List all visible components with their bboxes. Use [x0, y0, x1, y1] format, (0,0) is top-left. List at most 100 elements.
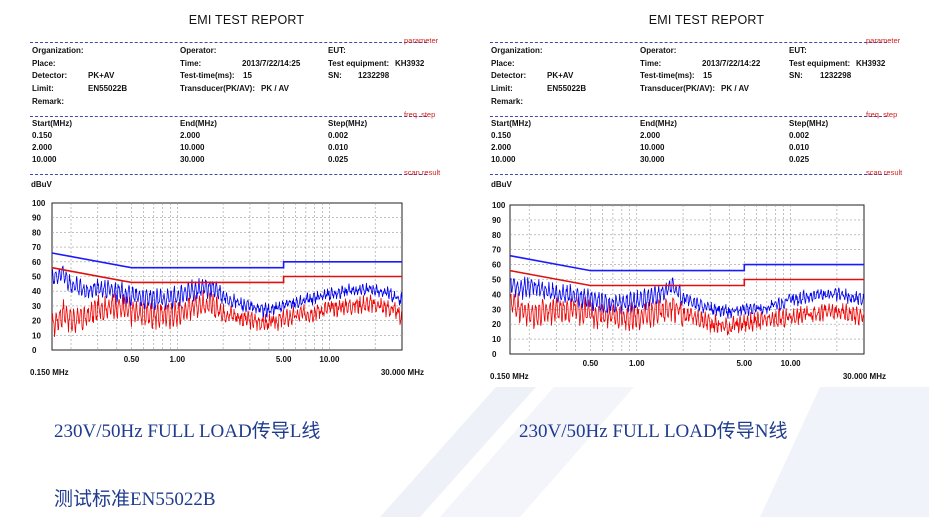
step-cell: 0.025 — [328, 155, 349, 164]
value-test-equipment: KH3932 — [395, 59, 425, 68]
separator — [30, 116, 427, 117]
separator — [490, 116, 887, 117]
label-detector: Detector: — [32, 71, 68, 80]
value-detector: PK+AV — [547, 71, 574, 80]
label-remark: Remark: — [32, 97, 65, 106]
y-tick-label: 20 — [32, 317, 41, 326]
label-operator: Operator: — [640, 46, 677, 55]
label-detector: Detector: — [491, 71, 527, 80]
y-tick-label: 50 — [32, 273, 41, 282]
x-tick-label: 10.00 — [781, 359, 802, 368]
x-tick-label: 1.00 — [170, 355, 186, 364]
step-header-start: Start(MHz) — [32, 119, 72, 128]
label-operator: Operator: — [180, 46, 217, 55]
step-cell: 0.025 — [789, 155, 810, 164]
step-header-start: Start(MHz) — [491, 119, 531, 128]
y-tick-label: 10 — [492, 335, 501, 344]
emi-report-l-line: EMI TEST REPORT parameter Organization: … — [24, 2, 469, 387]
step-cell: 2.000 — [640, 131, 661, 140]
qp-limit-line — [509, 254, 864, 272]
step-cell: 2.000 — [180, 131, 201, 140]
value-limit: EN55022B — [547, 84, 587, 93]
x-start-label: 0.150 MHz — [490, 372, 529, 381]
y-tick-label: 80 — [492, 231, 501, 240]
y-tick-label: 100 — [32, 199, 46, 208]
step-cell: 10.000 — [180, 143, 205, 152]
average-scan-trace — [51, 290, 403, 338]
label-time: Time: — [180, 59, 202, 68]
emi-chart-l-line: dBuV 0 10 20 30 40 50 60 70 80 90 100 0.50 1.00 5.00 10… — [30, 180, 424, 377]
step-cell: 0.002 — [789, 131, 810, 140]
value-sn: 1232298 — [820, 71, 852, 80]
y-tick-label: 80 — [32, 228, 41, 237]
label-organization: Organization: — [32, 46, 84, 55]
tag-freq-step: freq. step — [404, 110, 436, 119]
report-title: EMI TEST REPORT — [648, 13, 765, 27]
value-limit: EN55022B — [88, 84, 128, 93]
label-transducer: Transducer(PK/AV): — [640, 84, 715, 93]
x-tick-label: 5.00 — [736, 359, 752, 368]
value-detector: PK+AV — [88, 71, 115, 80]
step-cell: 30.000 — [640, 155, 665, 164]
label-limit: Limit: — [32, 84, 54, 93]
report-title: EMI TEST REPORT — [188, 13, 305, 27]
av-limit-line — [51, 266, 402, 284]
value-time: 2013/7/22/14:22 — [702, 59, 761, 68]
separator — [30, 42, 427, 43]
y-tick-label: 90 — [32, 214, 41, 223]
step-cell: 0.010 — [789, 143, 810, 152]
value-test-equipment: KH3932 — [856, 59, 886, 68]
value-transducer: PK / AV — [261, 84, 290, 93]
average-scan-trace — [509, 293, 865, 336]
label-test-equipment: Test equipment: — [789, 59, 851, 68]
y-tick-label: 30 — [492, 305, 501, 314]
y-tick-label: 70 — [32, 243, 41, 252]
label-eut: EUT: — [789, 46, 807, 55]
label-eut: EUT: — [328, 46, 346, 55]
caption-n-line: 230V/50Hz FULL LOAD传导N线 — [519, 421, 788, 442]
y-tick-label: 20 — [492, 320, 501, 329]
tag-freq-step: freq. step — [866, 110, 898, 119]
step-cell: 2.000 — [491, 143, 512, 152]
y-axis-label: dBuV — [31, 180, 53, 189]
label-test-time: Test-time(ms): — [180, 71, 235, 80]
step-cell: 0.002 — [328, 131, 349, 140]
tag-scan-result: scan result — [866, 168, 903, 177]
label-organization: Organization: — [491, 46, 543, 55]
separator — [490, 174, 887, 175]
value-time: 2013/7/22/14:25 — [242, 59, 301, 68]
qp-limit-line — [51, 252, 402, 269]
y-tick-label: 0 — [32, 346, 37, 355]
label-sn: SN: — [328, 71, 342, 80]
step-header-step: Step(MHz) — [328, 119, 368, 128]
label-remark: Remark: — [491, 97, 524, 106]
tag-parameter: parameter — [866, 36, 901, 45]
y-axis-label: dBuV — [491, 180, 513, 189]
x-end-label: 30.000 MHz — [843, 372, 886, 381]
separator — [490, 42, 887, 43]
caption-l-line: 230V/50Hz FULL LOAD传导L线 — [54, 421, 321, 442]
step-cell: 30.000 — [180, 155, 205, 164]
value-test-time: 15 — [703, 71, 712, 80]
step-cell: 0.010 — [328, 143, 349, 152]
step-header-end: End(MHz) — [640, 119, 677, 128]
tag-parameter: parameter — [404, 36, 439, 45]
step-cell: 10.000 — [640, 143, 665, 152]
x-tick-label: 0.50 — [124, 355, 140, 364]
label-place: Place: — [491, 59, 515, 68]
value-test-time: 15 — [243, 71, 252, 80]
x-tick-label: 10.00 — [319, 355, 340, 364]
label-sn: SN: — [789, 71, 803, 80]
x-tick-label: 0.50 — [583, 359, 599, 368]
emi-report-n-line: EMI TEST REPORT parameter Organization: … — [484, 2, 929, 387]
peak-scan-trace — [509, 276, 865, 319]
step-header-step: Step(MHz) — [789, 119, 829, 128]
x-tick-label: 1.00 — [629, 359, 645, 368]
y-tick-label: 10 — [32, 331, 41, 340]
label-place: Place: — [32, 59, 56, 68]
label-transducer: Transducer(PK/AV): — [180, 84, 255, 93]
value-sn: 1232298 — [358, 71, 390, 80]
y-tick-label: 90 — [492, 216, 501, 225]
y-tick-label: 50 — [492, 276, 501, 285]
y-tick-label: 30 — [32, 302, 41, 311]
